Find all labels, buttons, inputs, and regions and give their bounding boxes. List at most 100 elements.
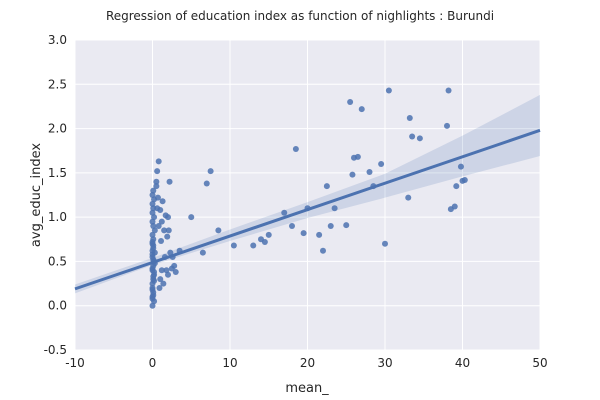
data-point	[354, 153, 361, 160]
data-point	[316, 231, 323, 238]
data-point	[149, 238, 156, 245]
y-tick-label: -0.5	[44, 343, 67, 357]
data-point	[199, 249, 206, 256]
data-point	[292, 145, 299, 152]
data-point	[250, 242, 257, 249]
data-point	[405, 194, 412, 201]
x-tick-label: 40	[455, 356, 470, 370]
data-point	[203, 180, 210, 187]
data-point	[156, 285, 163, 291]
data-point	[165, 271, 171, 278]
data-point	[149, 231, 156, 238]
points-layer	[149, 87, 468, 309]
data-point	[154, 194, 161, 201]
data-point	[300, 230, 307, 237]
x-tick-label: 10	[222, 356, 237, 370]
confidence-band	[75, 94, 540, 294]
data-point	[151, 277, 158, 284]
x-tick-label: 50	[532, 356, 547, 370]
data-point	[150, 187, 157, 194]
data-point	[149, 247, 156, 254]
data-point	[445, 87, 452, 94]
data-point	[171, 262, 178, 269]
data-point	[154, 205, 161, 212]
data-point	[153, 178, 160, 185]
data-point	[188, 214, 195, 221]
data-point	[320, 247, 326, 254]
data-point	[161, 227, 168, 234]
data-point	[160, 280, 167, 287]
data-point	[158, 238, 165, 245]
x-tick-label: 0	[149, 356, 157, 370]
data-point	[207, 168, 214, 175]
y-tick-label: 0.5	[48, 254, 67, 268]
data-point	[162, 212, 169, 219]
x-tick-labels: -10 0 10 20 30 40 50	[65, 356, 547, 370]
data-point	[165, 227, 172, 234]
x-tick-label: 20	[300, 356, 315, 370]
data-point	[154, 168, 161, 175]
regression-line	[74, 128, 541, 291]
data-point	[327, 223, 334, 229]
data-point	[166, 178, 173, 185]
data-point	[265, 231, 272, 238]
y-tick-labels: -0.5 0.0 0.5 1.0 1.5 2.0 2.5 3.0	[44, 33, 67, 357]
data-point	[358, 106, 365, 113]
data-point	[158, 267, 165, 274]
data-point	[406, 114, 413, 121]
data-point	[149, 209, 156, 216]
data-point	[347, 99, 354, 105]
data-point	[159, 198, 166, 205]
y-tick-label: 3.0	[48, 33, 67, 47]
data-point	[451, 203, 458, 210]
data-point	[385, 87, 392, 94]
y-tick-label: 2.5	[48, 77, 67, 91]
y-tick-label: 1.0	[48, 210, 67, 224]
data-point	[461, 176, 468, 183]
data-point	[155, 223, 162, 229]
data-point	[149, 286, 156, 293]
data-point	[343, 222, 350, 229]
data-point	[230, 242, 237, 249]
data-point	[382, 240, 388, 247]
data-point	[153, 183, 160, 190]
data-point	[409, 133, 416, 140]
data-point	[457, 163, 464, 170]
data-point	[378, 161, 385, 167]
data-point	[366, 168, 373, 175]
data-point	[149, 192, 156, 198]
data-point	[164, 233, 171, 240]
data-point	[149, 295, 156, 302]
data-point	[453, 183, 460, 190]
y-tick-label: 0.0	[48, 299, 67, 313]
data-point	[155, 158, 162, 165]
data-point	[150, 223, 157, 229]
data-point	[281, 209, 288, 216]
x-axis-label: mean_	[285, 381, 329, 396]
data-point	[444, 122, 450, 129]
data-point	[158, 218, 165, 225]
data-point	[331, 205, 338, 212]
y-tick-label: 2.0	[48, 122, 67, 136]
chart-title: Regression of education index as functio…	[106, 9, 494, 23]
data-point	[151, 269, 158, 276]
x-tick-label: 30	[377, 356, 392, 370]
data-point	[349, 171, 356, 178]
x-tick-label: -10	[65, 356, 85, 370]
data-point	[323, 183, 330, 190]
data-point	[261, 238, 268, 245]
data-point	[157, 276, 164, 283]
y-axis-label: avg_educ_index	[29, 143, 44, 247]
data-point	[289, 223, 295, 229]
data-point	[150, 273, 157, 280]
data-point	[215, 227, 222, 234]
regression-line-layer	[74, 128, 541, 291]
y-tick-label: 1.5	[48, 166, 67, 180]
data-point	[149, 302, 156, 309]
data-point	[167, 249, 174, 256]
data-point	[172, 269, 179, 276]
confidence-band-layer	[75, 94, 540, 294]
data-point	[416, 135, 423, 142]
